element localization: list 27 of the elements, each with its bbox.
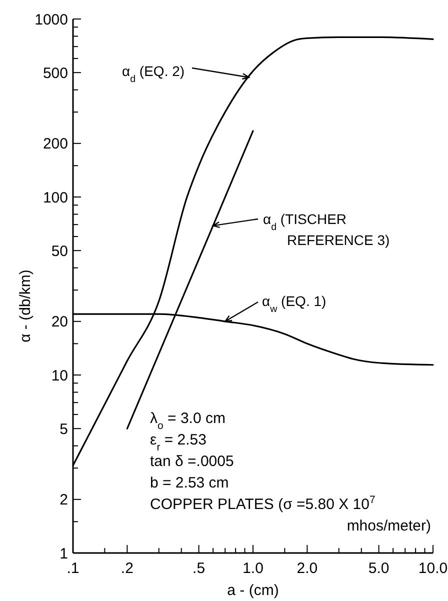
annotation: b = 2.53 cm <box>150 474 229 492</box>
annotation: λ$_{o}$ = 3.0 cm <box>150 410 226 432</box>
x-tick-label: .2 <box>120 560 134 577</box>
annotation: COPPER PLATES (σ =5.80 X 10$^{7}$ mhos/meter) <box>150 494 431 534</box>
y-tick-label: 20 <box>51 314 68 331</box>
x-tick-label: 2.0 <box>296 560 318 577</box>
y-tick-label: 5 <box>60 420 68 438</box>
y-tick-label: 200 <box>42 136 68 153</box>
y-tick-label: 1 <box>60 545 68 562</box>
x-axis-title: a - (cm) <box>227 582 279 599</box>
y-tick-label: 2 <box>60 492 68 509</box>
x-tick-label: .1 <box>66 560 80 577</box>
y-tick-label: 500 <box>42 64 68 82</box>
annotation: ε$_{r}$ = 2.53 <box>150 432 206 454</box>
annotation: tan δ =.0005 <box>150 453 234 470</box>
y-tick-label: 10 <box>51 367 68 384</box>
y-tick-label: 1000 <box>34 11 68 28</box>
annotation: α$_{d}$ (TISCHER REFERENCE 3) <box>263 211 390 248</box>
y-axis-title: α - (db/km) <box>17 270 34 342</box>
x-tick-label: .5 <box>192 560 206 577</box>
y-tick-label: 50 <box>51 242 68 260</box>
x-tick-label: 5.0 <box>368 560 390 577</box>
annotation: α$_{d}$ (EQ. 2) <box>122 63 185 84</box>
y-tick-label: 100 <box>42 189 68 206</box>
x-tick-label: 10.0 <box>418 560 448 577</box>
annotation: α$_{w}$ (EQ. 1) <box>262 293 326 314</box>
x-tick-label: 1.0 <box>242 560 264 577</box>
